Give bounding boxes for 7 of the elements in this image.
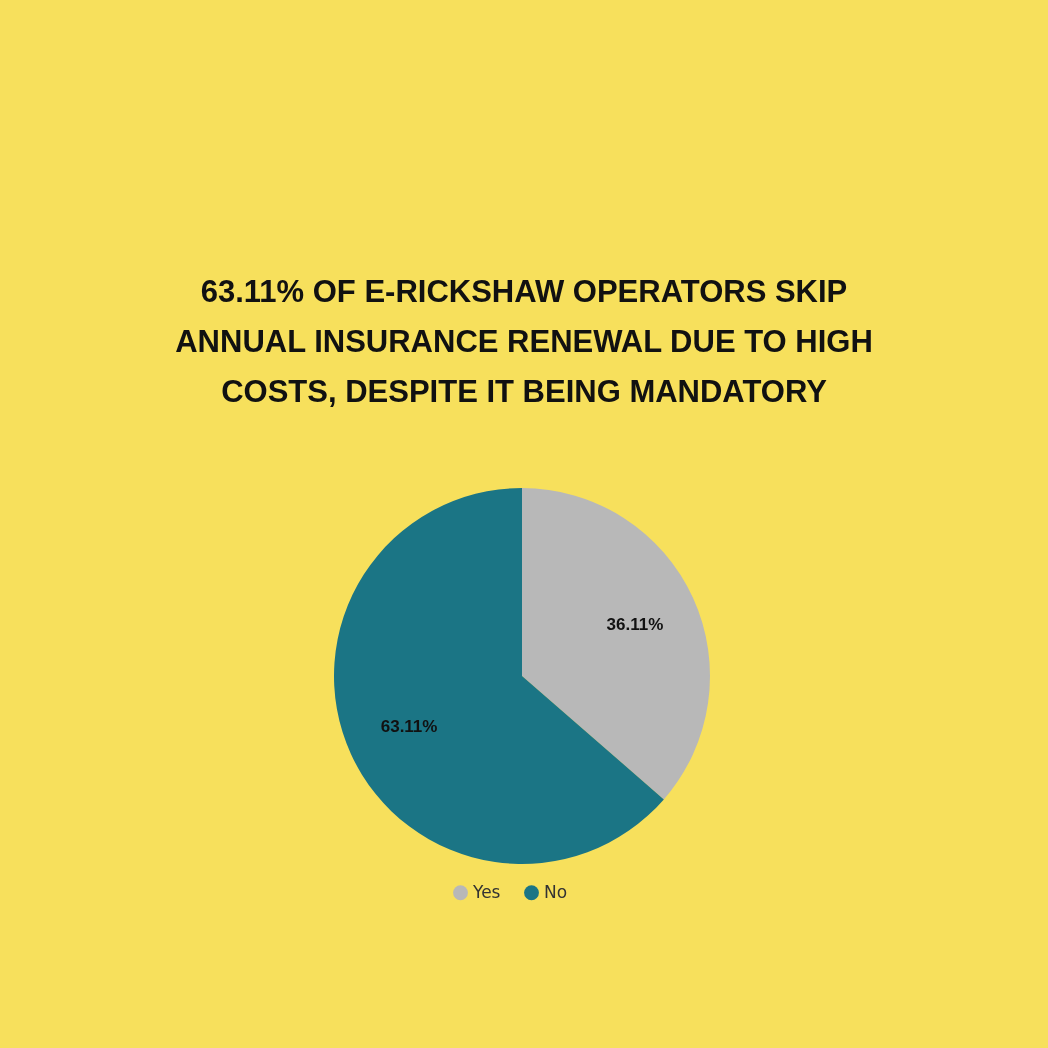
data-label: 36.11%	[606, 614, 664, 634]
legend-label: Yes	[472, 881, 501, 902]
legend-label: No	[544, 881, 568, 902]
pie-slice	[334, 488, 664, 864]
data-label: 63.11%	[380, 717, 438, 737]
chart-title: 63.11% OF E-RICKSHAW OPERATORS SKIP ANNUAL INSURANCE RENEWAL DUE TO HIGH COSTS, DESPITE IT BEING MANDATORY	[175, 274, 873, 409]
pie-slice	[522, 488, 710, 800]
